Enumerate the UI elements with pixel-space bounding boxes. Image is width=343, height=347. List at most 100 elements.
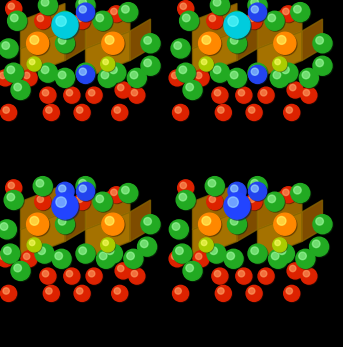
Circle shape	[64, 88, 81, 104]
Circle shape	[230, 14, 238, 22]
Circle shape	[202, 35, 211, 44]
Circle shape	[314, 215, 333, 235]
Circle shape	[55, 252, 62, 260]
Circle shape	[142, 57, 161, 76]
Circle shape	[286, 107, 293, 113]
Circle shape	[265, 192, 284, 211]
Circle shape	[278, 247, 286, 255]
Circle shape	[75, 14, 91, 29]
Circle shape	[212, 87, 228, 103]
Circle shape	[23, 72, 30, 79]
Circle shape	[124, 249, 143, 268]
Circle shape	[172, 72, 178, 79]
Circle shape	[141, 34, 160, 53]
Circle shape	[206, 178, 225, 196]
Circle shape	[212, 268, 228, 284]
Circle shape	[248, 3, 267, 21]
Polygon shape	[192, 3, 237, 49]
Polygon shape	[192, 212, 237, 259]
Circle shape	[79, 66, 86, 74]
Circle shape	[170, 71, 186, 87]
Circle shape	[169, 70, 185, 86]
Circle shape	[58, 195, 66, 203]
Polygon shape	[258, 31, 302, 78]
Circle shape	[109, 188, 125, 204]
Circle shape	[56, 16, 66, 26]
Circle shape	[259, 269, 275, 285]
Circle shape	[41, 269, 57, 285]
Circle shape	[281, 7, 297, 23]
Circle shape	[199, 213, 221, 235]
Circle shape	[173, 286, 189, 302]
Circle shape	[207, 244, 226, 263]
Circle shape	[193, 251, 209, 267]
Circle shape	[52, 12, 78, 38]
Circle shape	[56, 215, 74, 234]
Circle shape	[8, 11, 27, 30]
Circle shape	[30, 35, 39, 44]
Circle shape	[227, 11, 247, 30]
Circle shape	[79, 179, 86, 187]
Circle shape	[205, 177, 224, 196]
Circle shape	[76, 244, 95, 263]
Circle shape	[10, 14, 18, 22]
Circle shape	[58, 218, 66, 225]
Polygon shape	[258, 3, 302, 49]
Circle shape	[57, 183, 75, 201]
Circle shape	[299, 252, 306, 260]
Circle shape	[182, 14, 190, 22]
Circle shape	[6, 180, 22, 196]
Circle shape	[129, 87, 145, 103]
Circle shape	[8, 182, 14, 189]
Circle shape	[111, 189, 117, 196]
Circle shape	[169, 251, 185, 267]
Circle shape	[57, 193, 75, 212]
Circle shape	[28, 58, 42, 72]
Circle shape	[248, 63, 267, 82]
Circle shape	[291, 184, 310, 203]
Polygon shape	[21, 31, 65, 78]
Circle shape	[258, 87, 274, 103]
Circle shape	[228, 16, 238, 26]
Circle shape	[282, 66, 289, 74]
Circle shape	[6, 1, 22, 17]
Circle shape	[294, 6, 301, 13]
Circle shape	[113, 286, 129, 302]
Circle shape	[208, 14, 224, 29]
Circle shape	[248, 244, 267, 263]
Circle shape	[213, 269, 229, 285]
Circle shape	[76, 63, 95, 82]
Circle shape	[178, 181, 194, 197]
Circle shape	[316, 36, 323, 44]
Circle shape	[297, 250, 316, 269]
Polygon shape	[258, 184, 302, 229]
Circle shape	[57, 35, 75, 54]
Circle shape	[211, 64, 230, 83]
Circle shape	[0, 253, 6, 260]
Circle shape	[8, 3, 14, 9]
Circle shape	[27, 238, 41, 252]
Circle shape	[66, 270, 73, 277]
Circle shape	[200, 33, 222, 56]
Circle shape	[230, 36, 238, 44]
Circle shape	[110, 66, 117, 74]
Circle shape	[183, 81, 202, 100]
Circle shape	[102, 32, 124, 54]
Circle shape	[128, 69, 147, 88]
Circle shape	[78, 4, 95, 22]
Circle shape	[33, 177, 52, 196]
Circle shape	[138, 237, 156, 256]
Circle shape	[291, 3, 310, 22]
Circle shape	[231, 16, 238, 23]
Circle shape	[230, 71, 238, 79]
Circle shape	[86, 87, 102, 103]
Circle shape	[1, 105, 17, 121]
Circle shape	[77, 64, 96, 83]
Circle shape	[251, 185, 258, 192]
Circle shape	[56, 192, 74, 211]
Circle shape	[313, 34, 332, 53]
Circle shape	[59, 185, 66, 192]
Circle shape	[301, 268, 317, 284]
Circle shape	[249, 64, 268, 83]
Circle shape	[122, 6, 129, 13]
